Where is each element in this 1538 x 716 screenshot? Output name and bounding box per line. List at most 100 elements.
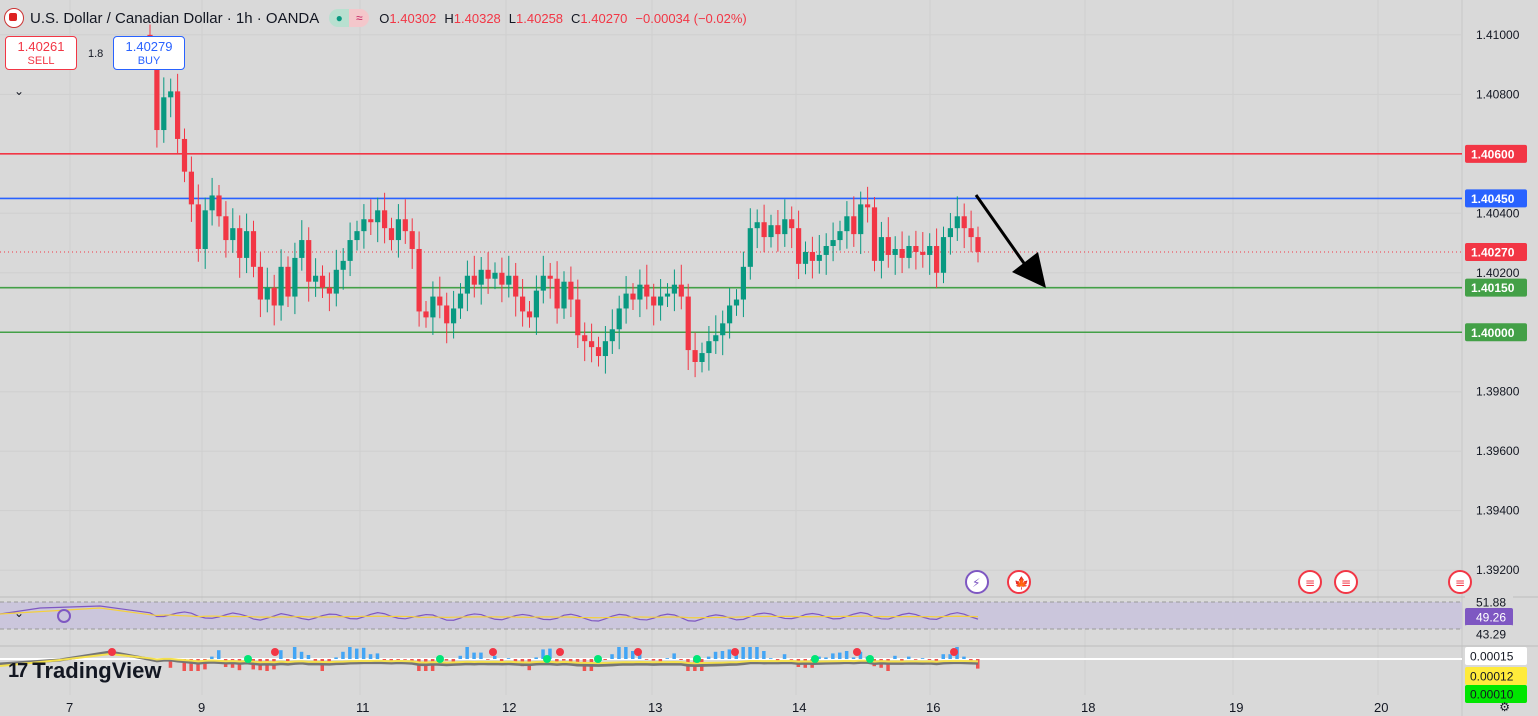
market-status-pill[interactable]: ● ≈ (329, 9, 370, 27)
macd-tag (1465, 647, 1527, 665)
arrow-head-icon (1012, 252, 1046, 288)
macd-tag (1465, 667, 1527, 685)
macd-histogram-bar (196, 659, 200, 671)
candle-body (568, 281, 574, 300)
macd-histogram-bar (907, 656, 911, 659)
candle-body (375, 210, 381, 223)
candle-body (733, 299, 740, 306)
level-tag (1465, 144, 1527, 163)
y-tick-label: 1.39800 (1476, 385, 1520, 399)
macd-histogram-bar (361, 647, 366, 659)
candle-body (181, 138, 188, 172)
candle-body (671, 284, 677, 294)
candle-body (547, 275, 553, 279)
rsi-band (0, 602, 1462, 629)
lightning-event-icon[interactable] (965, 570, 989, 594)
macd-histogram-bar (472, 652, 476, 659)
candle-body (354, 231, 360, 241)
macd-histogram-bar (637, 652, 642, 659)
level-tag (1465, 189, 1527, 208)
sell-button[interactable]: 1.40261 SELL (5, 36, 77, 70)
us-flag-icon[interactable] (1448, 570, 1472, 594)
spread-value: 1.8 (88, 48, 104, 60)
rsi-value-label: 51.88 (1476, 596, 1506, 610)
macd-histogram-bar (817, 656, 821, 659)
candle-body (623, 293, 629, 309)
candle-body (485, 269, 491, 279)
macd-cross-dot (853, 648, 861, 656)
indicator-collapse-chevron-icon[interactable]: ⌄ (14, 606, 25, 620)
candle-body (319, 275, 326, 288)
candle-body (244, 231, 250, 258)
macd-histogram-bar (541, 649, 545, 659)
macd-histogram-bar (824, 657, 828, 659)
collapse-chevron-icon[interactable]: ⌄ (14, 84, 25, 98)
candle-body (658, 296, 664, 306)
level-tag (1465, 278, 1527, 297)
macd-histogram-bar (651, 659, 656, 661)
canada-flag-icon[interactable] (1007, 570, 1031, 594)
macd-histogram-bar (631, 651, 635, 659)
macd-histogram-bar (327, 659, 331, 663)
candle-body (264, 287, 270, 300)
market-open-icon: ● (329, 9, 350, 27)
symbol-title[interactable]: U.S. Dollar / Canadian Dollar · 1h · OAN… (30, 9, 320, 27)
y-tick-label: 1.40400 (1476, 206, 1520, 220)
candle-body (761, 222, 767, 238)
candle-body (471, 275, 477, 285)
candle-body (602, 341, 608, 357)
chart-header: U.S. Dollar / Canadian Dollar · 1h · OAN… (4, 6, 755, 30)
candle-body (609, 329, 615, 342)
candle-body (871, 207, 878, 261)
candle-body (809, 251, 815, 261)
candle-body (747, 228, 753, 267)
rsi-tag (1465, 608, 1513, 626)
macd-cross-dot (950, 648, 958, 656)
candle-body (865, 204, 871, 208)
us-flag-icon[interactable] (1334, 570, 1358, 594)
macd-histogram-bar (203, 659, 207, 670)
candle-body (188, 171, 194, 205)
candle-body (285, 266, 291, 297)
settings-icon[interactable]: ⚙ (1499, 700, 1510, 714)
macd-histogram-bar (789, 659, 794, 660)
candle-body (961, 216, 967, 229)
candle-body (844, 216, 850, 232)
macd-histogram-bar (217, 650, 221, 659)
macd-histogram-bar (658, 659, 663, 663)
ohlc-item: C1.40270 (571, 10, 628, 26)
macd-cross-dot (271, 648, 279, 656)
candle-body (554, 278, 560, 309)
macd-histogram-bar (306, 655, 311, 659)
candle-body (299, 240, 305, 258)
macd-histogram-bar (838, 652, 842, 659)
candle-body (775, 225, 781, 235)
level-label: 1.40150 (1471, 281, 1515, 295)
candle-body (237, 228, 243, 258)
y-tick-label: 1.40200 (1476, 266, 1520, 280)
candle-body (230, 228, 236, 241)
candle-body (947, 228, 953, 238)
x-tick-label: 13 (648, 700, 662, 715)
candle-body (692, 350, 698, 362)
x-tick-label: 11 (356, 700, 370, 715)
candle-body (913, 246, 919, 252)
rsi-sync-icon[interactable] (57, 609, 71, 623)
macd-histogram-bar (727, 649, 732, 659)
candle-body (830, 240, 836, 247)
candle-body (347, 240, 353, 261)
macd-histogram-bar (851, 657, 856, 659)
candle-body (526, 311, 533, 318)
macd-value-label: 0.00010 (1470, 688, 1514, 702)
us-flag-icon[interactable] (1298, 570, 1322, 594)
buy-button[interactable]: 1.40279 BUY (113, 36, 185, 70)
macd-cross-dot (489, 648, 497, 656)
candle-body (520, 296, 526, 312)
macd-histogram-bar (941, 654, 945, 659)
candle-body (444, 305, 450, 324)
candle-body (382, 210, 388, 229)
macd-histogram-bar (672, 653, 676, 659)
macd-histogram-bar (375, 653, 380, 659)
buy-label: BUY (137, 55, 161, 67)
